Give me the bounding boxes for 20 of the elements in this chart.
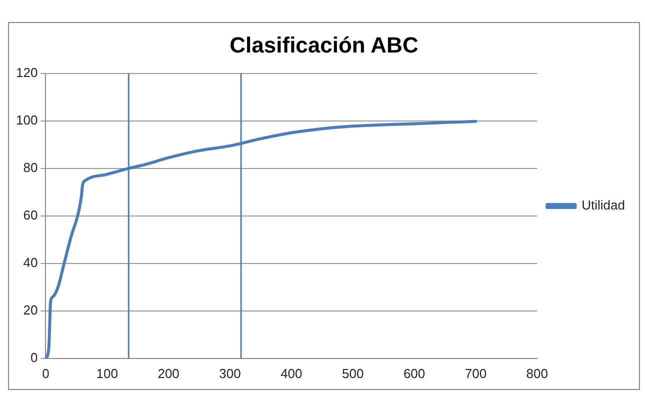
legend-label: Utilidad bbox=[582, 198, 626, 213]
y-tick-label: 120 bbox=[16, 64, 38, 80]
x-tick-label: 700 bbox=[464, 366, 487, 381]
x-tick-label: 800 bbox=[526, 366, 548, 381]
x-tick-label: 400 bbox=[280, 366, 302, 381]
x-tick-label: 500 bbox=[342, 366, 364, 381]
y-tick-label: 80 bbox=[23, 160, 38, 175]
x-tick-label: 600 bbox=[403, 366, 426, 381]
chart-title: Clasificación ABC bbox=[230, 32, 418, 58]
x-tick-label: 0 bbox=[42, 366, 50, 381]
x-tick-label: 100 bbox=[96, 366, 118, 381]
y-tick-label: 100 bbox=[16, 112, 38, 128]
y-tick-label: 0 bbox=[30, 350, 38, 365]
line-series bbox=[46, 120, 478, 358]
x-tick-label: 200 bbox=[158, 366, 180, 381]
y-tick-label: 60 bbox=[23, 207, 38, 222]
x-tick-label: 300 bbox=[219, 366, 241, 381]
y-tick-label: 40 bbox=[23, 254, 38, 270]
y-tick-label: 20 bbox=[23, 302, 38, 318]
chart-frame: Utilidad Clasificación ABC 0 100 200 300 400 500 600 700 800 0 20 40 60 80 100 120 bbox=[8, 22, 640, 390]
